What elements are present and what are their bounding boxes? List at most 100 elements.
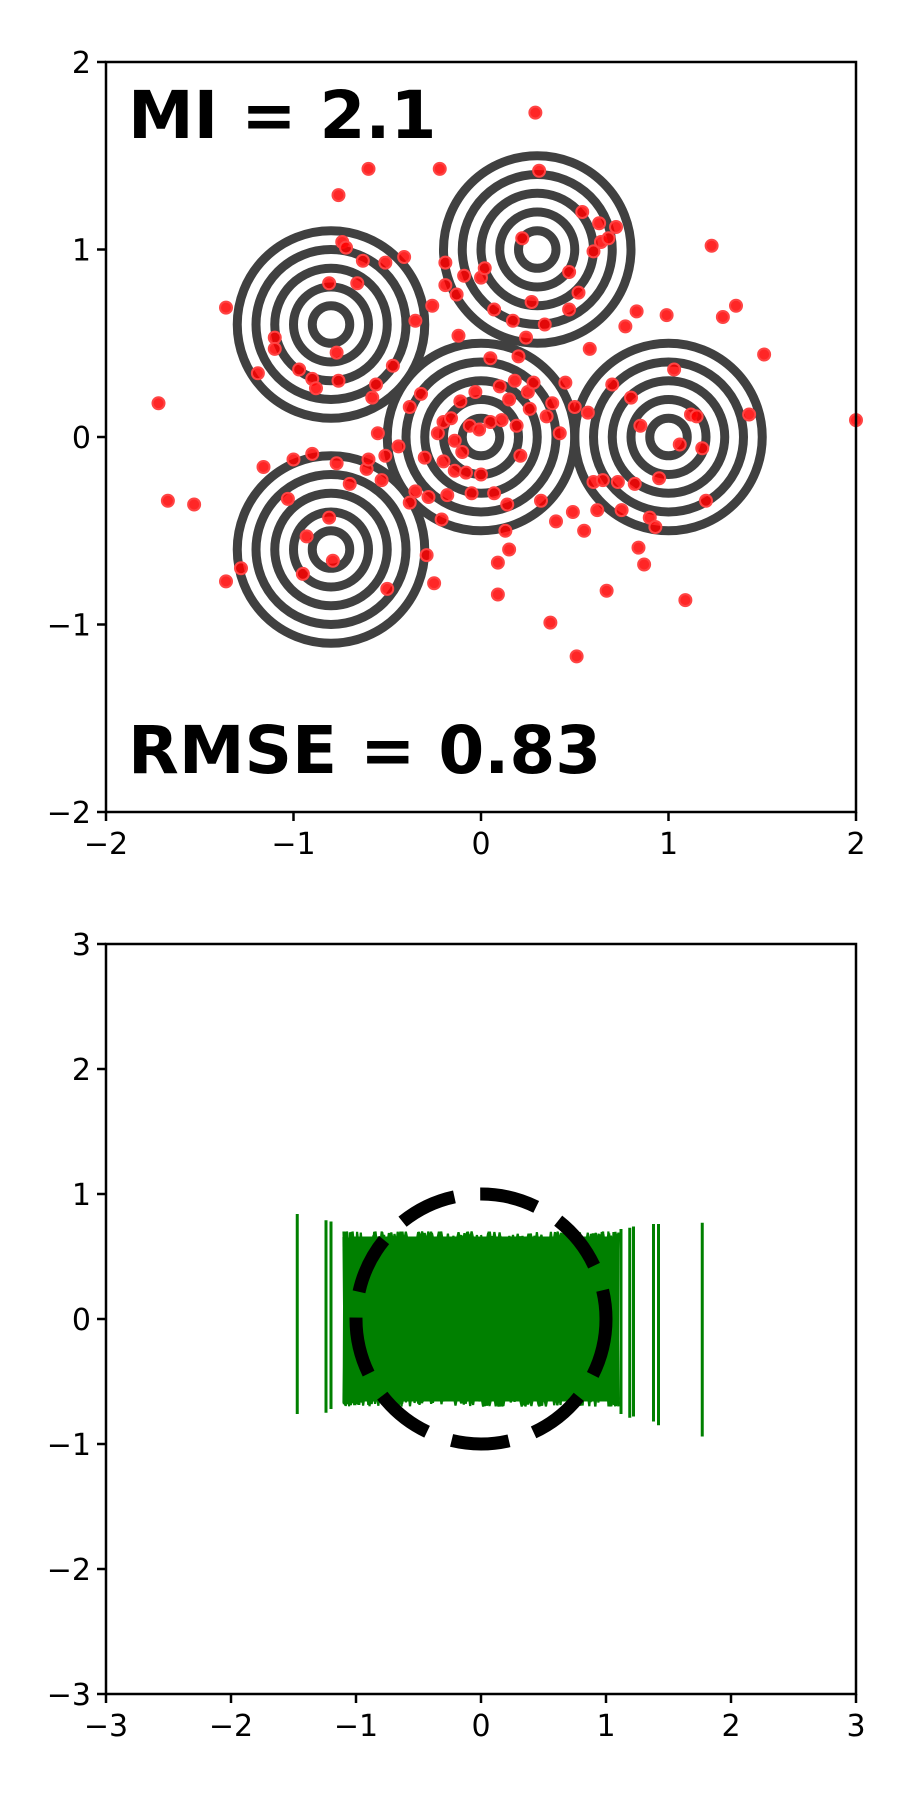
scatter-point [325, 553, 340, 568]
scatter-point [449, 287, 464, 302]
scatter-point [575, 205, 590, 219]
scatter-point [402, 400, 417, 414]
bottom-ytick-label: 2 [72, 1053, 91, 1088]
scatter-point [295, 566, 310, 581]
scatter-point [552, 426, 567, 441]
scatter-point [378, 255, 393, 270]
scatter-point [577, 523, 592, 538]
scatter-point [569, 649, 584, 664]
bottom-xtick-label: 2 [721, 1709, 740, 1744]
scatter-point [629, 304, 644, 319]
scatter-point [565, 505, 580, 519]
scatter-point [451, 328, 466, 343]
scatter-point [631, 540, 646, 555]
scatter-point [500, 497, 515, 512]
scatter-point [459, 465, 473, 480]
scatter-point [509, 418, 524, 433]
scatter-point [329, 345, 344, 360]
contour-line [251, 245, 411, 404]
bottom-xtick-label: 3 [846, 1709, 865, 1744]
scatter-point [543, 615, 558, 630]
top-ytick-label: 2 [72, 46, 91, 81]
bottom-xtick-label: 1 [596, 1709, 615, 1744]
scatter-point [586, 244, 601, 259]
scatter-point [440, 488, 455, 503]
scatter-point [695, 441, 710, 456]
bottom-xtick-label: −2 [209, 1709, 253, 1744]
contour-line [495, 207, 580, 292]
top-scatter-panel: −2 −1 0 1 2 −2 −1 0 1 2 MI = 2.1 RMSE = 0.83 [47, 46, 866, 862]
top-xtick-label: −2 [84, 827, 128, 862]
scatter-point [490, 555, 505, 570]
bottom-ytick-label: −2 [47, 1553, 91, 1588]
scatter-point [672, 437, 687, 452]
scatter-point [380, 581, 395, 596]
scatter-point [605, 377, 620, 392]
contour-line [589, 357, 748, 517]
scatter-point [447, 433, 462, 448]
contour-line [251, 470, 411, 629]
scatter-point [502, 392, 517, 407]
bottom-ytick-label: −3 [47, 1678, 91, 1713]
scatter-point [502, 542, 517, 557]
scatter-point [267, 330, 282, 345]
rmse-annotation: RMSE = 0.83 [128, 712, 601, 789]
scatter-point [453, 394, 468, 409]
scatter-point [742, 407, 757, 422]
scatter-point [505, 313, 520, 328]
scatter-point [490, 587, 505, 602]
contour-line [420, 376, 542, 498]
scatter-point [464, 486, 479, 501]
scatter-point [590, 503, 605, 518]
scatter-point [402, 495, 417, 510]
contour-line [232, 451, 430, 648]
contour-line [270, 263, 392, 386]
top-xtick-label: 2 [846, 827, 865, 862]
bottom-ytick-label: 0 [72, 1303, 91, 1338]
scatter-point [507, 373, 522, 388]
scatter-point [286, 452, 301, 467]
scatter-point [408, 313, 423, 328]
bottom-xtick-label: 0 [471, 1709, 490, 1744]
scatter-point [599, 583, 614, 598]
scatter-point [234, 561, 248, 576]
scatter-point [659, 308, 674, 323]
bottom-xtick-label: −1 [334, 1709, 378, 1744]
scatter-point [667, 362, 682, 377]
scatter-point [361, 161, 376, 176]
scatter-point [511, 349, 526, 364]
scatter-point [355, 253, 370, 268]
scatter-point [595, 473, 610, 488]
scatter-point [280, 491, 295, 506]
scatter-point [309, 381, 323, 396]
scatter-point [250, 366, 265, 381]
scatter-point [571, 285, 586, 300]
contour-line [626, 395, 711, 479]
scatter-point [526, 375, 541, 390]
scatter-point [187, 497, 202, 512]
scatter-point [704, 238, 719, 253]
scatter-point [339, 240, 353, 255]
scatter-point [522, 401, 537, 416]
scatter-point [678, 593, 693, 608]
scatter-point [331, 373, 346, 388]
scatter-point [494, 413, 509, 428]
scatter-point [365, 390, 380, 405]
top-xtick-label: −1 [271, 827, 315, 862]
contour-line [439, 151, 636, 348]
contour-line [570, 338, 767, 536]
scatter-point [447, 463, 462, 478]
scatter-point [757, 347, 772, 362]
scatter-point [438, 255, 453, 270]
scatter-point [472, 422, 487, 437]
scatter-point [436, 454, 451, 469]
contour-line [307, 526, 355, 573]
scatter-point [219, 300, 233, 315]
bottom-ytick-label: 3 [72, 928, 91, 963]
scatter-point [715, 310, 730, 324]
scatter-point [427, 576, 442, 591]
contour-line [607, 376, 730, 498]
scatter-point [633, 418, 648, 433]
scatter-point [610, 475, 625, 489]
